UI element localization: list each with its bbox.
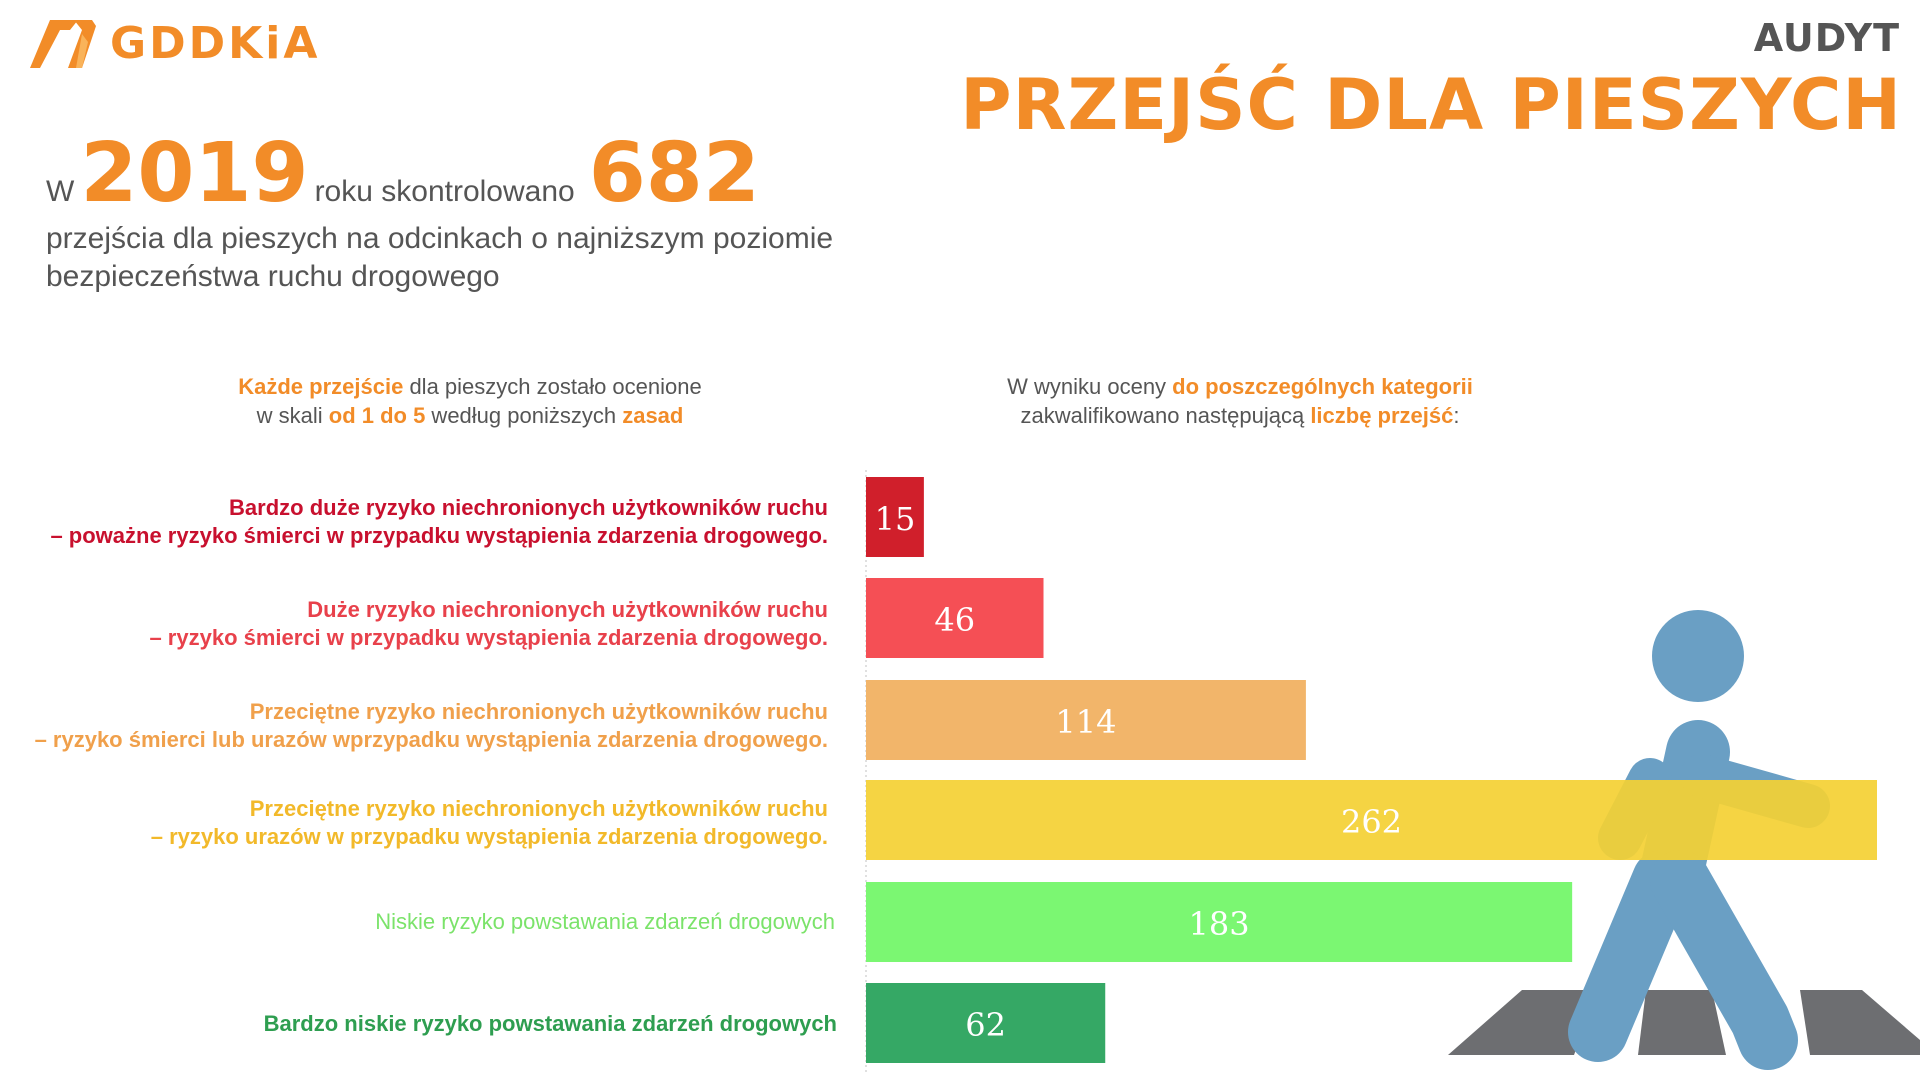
title-small: AUDYT (1753, 16, 1900, 60)
intro-year: 2019 (80, 126, 309, 221)
category-label-1: Bardzo duże ryzyko niechronionych użytko… (50, 494, 828, 550)
caption-left-p2: dla pieszych zostało ocenione (403, 374, 702, 399)
bar-5 (866, 882, 1573, 962)
bars-group: 15 46 114 262 183 62 (866, 477, 1877, 1063)
category-2-line2: – ryzyko śmierci w przypadku wystąpienia… (149, 625, 828, 650)
category-3-line1: Przeciętne ryzyko niechronionych użytkow… (249, 699, 828, 724)
category-label-4: Przeciętne ryzyko niechronionych użytkow… (151, 795, 828, 851)
road-logo-icon (30, 20, 96, 68)
caption-right-p1: W wyniku oceny (1007, 374, 1173, 399)
bar-2 (866, 578, 1044, 658)
bar-4 (866, 780, 1877, 860)
bar-value-label-3: 114 (1055, 703, 1116, 741)
caption-right: W wyniku oceny do poszczególnych kategor… (960, 372, 1520, 430)
bar-value-label-1: 15 (875, 500, 916, 538)
bar-value-label-4: 262 (1341, 803, 1402, 841)
bar-1 (866, 477, 924, 557)
caption-left: Każde przejście dla pieszych zostało oce… (210, 372, 730, 430)
bar-value-label-5: 183 (1189, 905, 1250, 943)
intro-text: W 2019 roku skontrolowano 682 przejścia … (46, 126, 926, 296)
bar-value-label-2: 46 (934, 601, 975, 639)
category-4-line2: – ryzyko urazów w przypadku wystąpienia … (150, 824, 828, 849)
category-1-line2: – poważne ryzyko śmierci w przypadku wys… (50, 523, 828, 548)
category-4-line1: Przeciętne ryzyko niechronionych użytkow… (249, 796, 828, 821)
category-3-line2: – ryzyko śmierci lub urazów wprzypadku w… (34, 727, 828, 752)
caption-left-p6: zasad (622, 403, 684, 428)
category-label-6: Bardzo niskie ryzyko powstawania zdarzeń… (264, 1010, 837, 1038)
category-label-5: Niskie ryzyko powstawania zdarzeń drogow… (375, 908, 835, 936)
intro-count: 682 (588, 126, 760, 221)
bar-6 (866, 983, 1106, 1063)
caption-right-p4: liczbę przejść (1310, 403, 1454, 428)
caption-left-p3: w skali (256, 403, 329, 428)
page-title: PRZEJŚĆ DLA PIESZYCH (960, 64, 1902, 146)
intro-middle: roku skontrolowano (314, 175, 575, 208)
brand-name: GDDKiA (110, 17, 321, 69)
bar-3 (866, 680, 1306, 760)
caption-right-p3: zakwalifikowano następującą (1020, 403, 1311, 428)
caption-right-p2: do poszczególnych kategorii (1172, 374, 1473, 399)
caption-right-p5: : (1453, 403, 1460, 428)
bar-value-label-6: 62 (965, 1006, 1006, 1044)
category-label-2: Duże ryzyko niechronionych użytkowników … (149, 596, 828, 652)
caption-left-p1: Każde przejście (238, 374, 404, 399)
crosswalk-stripe (1448, 990, 1598, 1055)
caption-left-p5: według poniższych (425, 403, 623, 428)
category-2-line1: Duże ryzyko niechronionych użytkowników … (307, 597, 828, 622)
category-5-line1: Niskie ryzyko powstawania zdarzeń drogow… (375, 909, 835, 934)
category-6-line1: Bardzo niskie ryzyko powstawania zdarzeń… (263, 1011, 837, 1036)
category-label-3: Przeciętne ryzyko niechronionych użytkow… (35, 698, 828, 754)
intro-rest: przejścia dla pieszych na odcinkach o na… (46, 222, 834, 293)
crosswalk-stripe (1638, 990, 1726, 1055)
crosswalk-stripe (1800, 990, 1920, 1055)
caption-left-p4: od 1 do 5 (328, 403, 426, 428)
intro-w: W (46, 175, 75, 208)
category-1-line1: Bardzo duże ryzyko niechronionych użytko… (229, 495, 828, 520)
gddkia-logo: GDDKiA (30, 14, 320, 72)
crosswalk-illustration (1448, 990, 1920, 1055)
